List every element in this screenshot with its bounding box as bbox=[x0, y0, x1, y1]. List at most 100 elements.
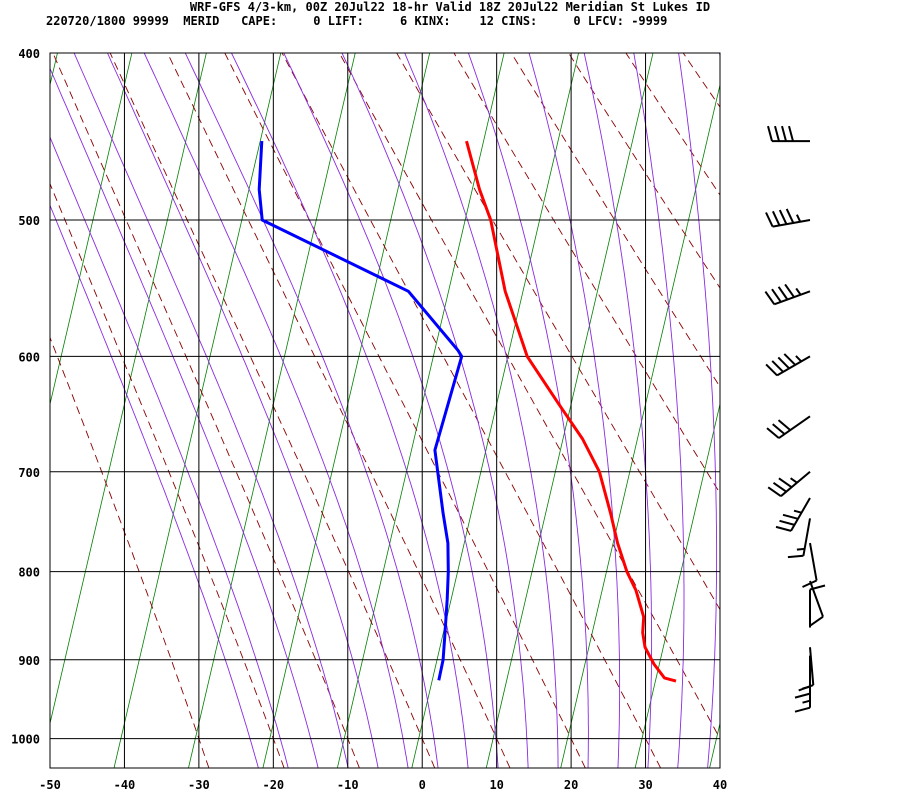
moist-adiabat-line bbox=[467, 53, 589, 768]
barb-staff bbox=[778, 415, 811, 439]
barb-half-feather bbox=[796, 547, 805, 551]
barb-staff bbox=[809, 542, 818, 581]
temperature-line bbox=[465, 140, 677, 683]
y-tick-label: 600 bbox=[18, 350, 40, 364]
barb-feather bbox=[784, 283, 795, 298]
plot-border bbox=[49, 52, 721, 769]
moist-adiabat-line bbox=[50, 204, 259, 768]
barb-staff bbox=[809, 647, 815, 686]
moist-adiabat-line bbox=[50, 136, 289, 768]
moist-adiabats bbox=[50, 53, 720, 768]
moist-adiabat-line bbox=[283, 53, 499, 768]
y-tick-label: 800 bbox=[18, 566, 40, 580]
stats-line: 220720/1800 99999 MERID CAPE: 0 LIFT: 6 … bbox=[46, 14, 668, 28]
x-tick-label: -50 bbox=[39, 778, 61, 792]
moist-adiabat-line bbox=[231, 53, 469, 768]
dry-adiabats bbox=[50, 53, 900, 768]
isotherm-line bbox=[113, 53, 282, 768]
isotherm-line bbox=[485, 53, 654, 768]
dry-adiabat-line bbox=[52, 53, 360, 768]
barb-staff bbox=[802, 518, 811, 556]
dry-adiabat-line bbox=[281, 53, 662, 768]
x-tick-label: 10 bbox=[489, 778, 503, 792]
barb-half-feather bbox=[795, 214, 802, 223]
barb-half-feather bbox=[795, 355, 803, 363]
barb-feather bbox=[794, 692, 811, 699]
barb-staff bbox=[809, 580, 824, 618]
barb-feather bbox=[777, 419, 791, 431]
barb-feather bbox=[783, 353, 797, 366]
moist-adiabat-line bbox=[528, 53, 621, 768]
wind-barb bbox=[765, 353, 811, 377]
isotherm-line bbox=[262, 53, 431, 768]
isotherm-line bbox=[188, 53, 356, 768]
barb-feather bbox=[775, 525, 792, 532]
dry-adiabat-line bbox=[50, 182, 285, 768]
barb-feather bbox=[809, 615, 824, 627]
barb-feather bbox=[785, 208, 795, 224]
isotherm-line bbox=[50, 53, 207, 726]
wind-barb bbox=[798, 647, 815, 692]
moist-adiabat-line bbox=[73, 53, 349, 768]
y-tick-label: 500 bbox=[18, 214, 40, 228]
barb-feather bbox=[764, 291, 776, 305]
barb-feather bbox=[787, 554, 804, 559]
wind-barb bbox=[767, 125, 811, 143]
dry-adiabat-line bbox=[625, 53, 720, 196]
wind-barb bbox=[775, 497, 811, 532]
barb-feather bbox=[788, 125, 794, 142]
barb-half-feather bbox=[795, 287, 802, 296]
x-tick-label: -40 bbox=[114, 778, 136, 792]
x-tick-label: -30 bbox=[188, 778, 210, 792]
chart-title: WRF-GFS 4/3-km, 00Z 20Jul22 18-hr Valid … bbox=[189, 0, 711, 14]
barb-feather bbox=[794, 706, 811, 713]
barb-feather bbox=[765, 363, 778, 377]
wind-barb bbox=[764, 283, 811, 306]
wind-barb bbox=[767, 470, 811, 498]
wind-barb bbox=[766, 415, 811, 439]
barb-feather bbox=[771, 360, 784, 373]
dry-adiabat-line bbox=[339, 53, 720, 740]
barb-feather bbox=[802, 579, 818, 588]
moist-adiabat-line bbox=[583, 53, 653, 768]
data-series bbox=[257, 140, 677, 683]
barb-feather bbox=[772, 423, 786, 435]
barb-half-feather bbox=[793, 509, 802, 514]
barb-feather bbox=[765, 212, 774, 228]
barb-feather bbox=[779, 519, 795, 526]
barb-feather bbox=[771, 210, 781, 226]
moist-adiabat-line bbox=[107, 53, 379, 768]
dry-adiabat-line bbox=[109, 53, 436, 768]
barb-feather bbox=[778, 477, 793, 489]
barb-feather bbox=[782, 513, 799, 520]
x-tick-label: 30 bbox=[638, 778, 652, 792]
y-tick-label: 700 bbox=[18, 466, 40, 480]
barb-feather bbox=[778, 209, 788, 225]
dry-adiabat-line bbox=[167, 53, 511, 768]
y-tick-labels: 400 500 600 700 800 900 1000 bbox=[11, 47, 40, 747]
x-tick-label: 40 bbox=[713, 778, 727, 792]
barb-feather bbox=[777, 286, 789, 301]
dry-adiabat-line bbox=[453, 53, 720, 495]
y-tick-label: 900 bbox=[18, 654, 40, 668]
dry-adiabat-line bbox=[741, 53, 900, 768]
moist-adiabat-line bbox=[184, 53, 439, 768]
barb-feather bbox=[809, 584, 826, 591]
wind-barb bbox=[765, 208, 811, 228]
barb-feather bbox=[781, 125, 787, 142]
moist-adiabat-line bbox=[633, 53, 685, 768]
moist-adiabat-line bbox=[719, 53, 720, 61]
moist-adiabat-line bbox=[143, 53, 409, 768]
barb-feather bbox=[771, 288, 782, 303]
moist-adiabat-line bbox=[678, 53, 718, 768]
y-tick-label: 400 bbox=[18, 47, 40, 61]
plot-frame bbox=[49, 52, 721, 769]
x-tick-label: 0 bbox=[419, 778, 426, 792]
barb-half-feather bbox=[790, 477, 798, 484]
dewpoint-line bbox=[257, 141, 464, 681]
moist-adiabat-line bbox=[50, 67, 319, 768]
isotherm-line bbox=[560, 83, 720, 768]
x-tick-labels: -50 -40 -30 -20 -10 0 10 20 30 40 bbox=[39, 778, 727, 792]
x-tick-label: -10 bbox=[337, 778, 359, 792]
